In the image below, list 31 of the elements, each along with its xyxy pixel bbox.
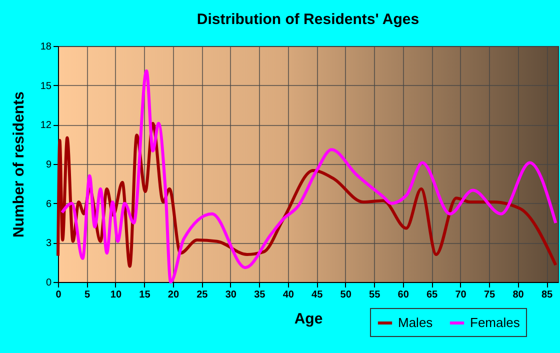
y-tick-label: 18 (40, 42, 52, 52)
legend-label: Males (398, 315, 434, 330)
x-tick-label: 35 (254, 290, 266, 300)
x-tick-label: 70 (455, 290, 467, 300)
y-tick-label: 6 (46, 198, 52, 210)
legend-label: Females (470, 315, 520, 330)
x-tick-label: 65 (426, 290, 438, 300)
x-tick-label: 85 (541, 290, 554, 300)
x-tick-label: 25 (196, 290, 208, 300)
y-axis-title: Number of residents (10, 92, 28, 238)
x-tick-label: 50 (340, 290, 352, 300)
x-tick-label: 5 (84, 290, 90, 300)
chart-title: Distribution of Residents' Ages (196, 11, 420, 28)
x-axis-title: Age (294, 310, 323, 328)
y-tick-label: 3 (46, 238, 52, 250)
x-tick-label: 60 (398, 290, 410, 300)
x-tick-label: 30 (225, 290, 237, 300)
x-tick-label: 10 (110, 290, 122, 300)
y-tick-label: 12 (40, 120, 52, 132)
x-tick-label: 15 (139, 290, 151, 300)
x-tick-label: 0 (56, 290, 62, 300)
y-tick-label: 15 (40, 80, 52, 92)
x-tick-label: 45 (312, 290, 324, 300)
x-tick-label: 80 (512, 290, 524, 300)
line-series (60, 69, 558, 284)
x-tick-label: 20 (168, 290, 180, 300)
y-tick-label: 9 (46, 160, 52, 170)
y-tick-label: 0 (46, 278, 52, 288)
x-tick-label: 40 (282, 290, 294, 300)
x-tick-label: 75 (484, 290, 496, 300)
x-tick-label: 55 (369, 290, 381, 300)
